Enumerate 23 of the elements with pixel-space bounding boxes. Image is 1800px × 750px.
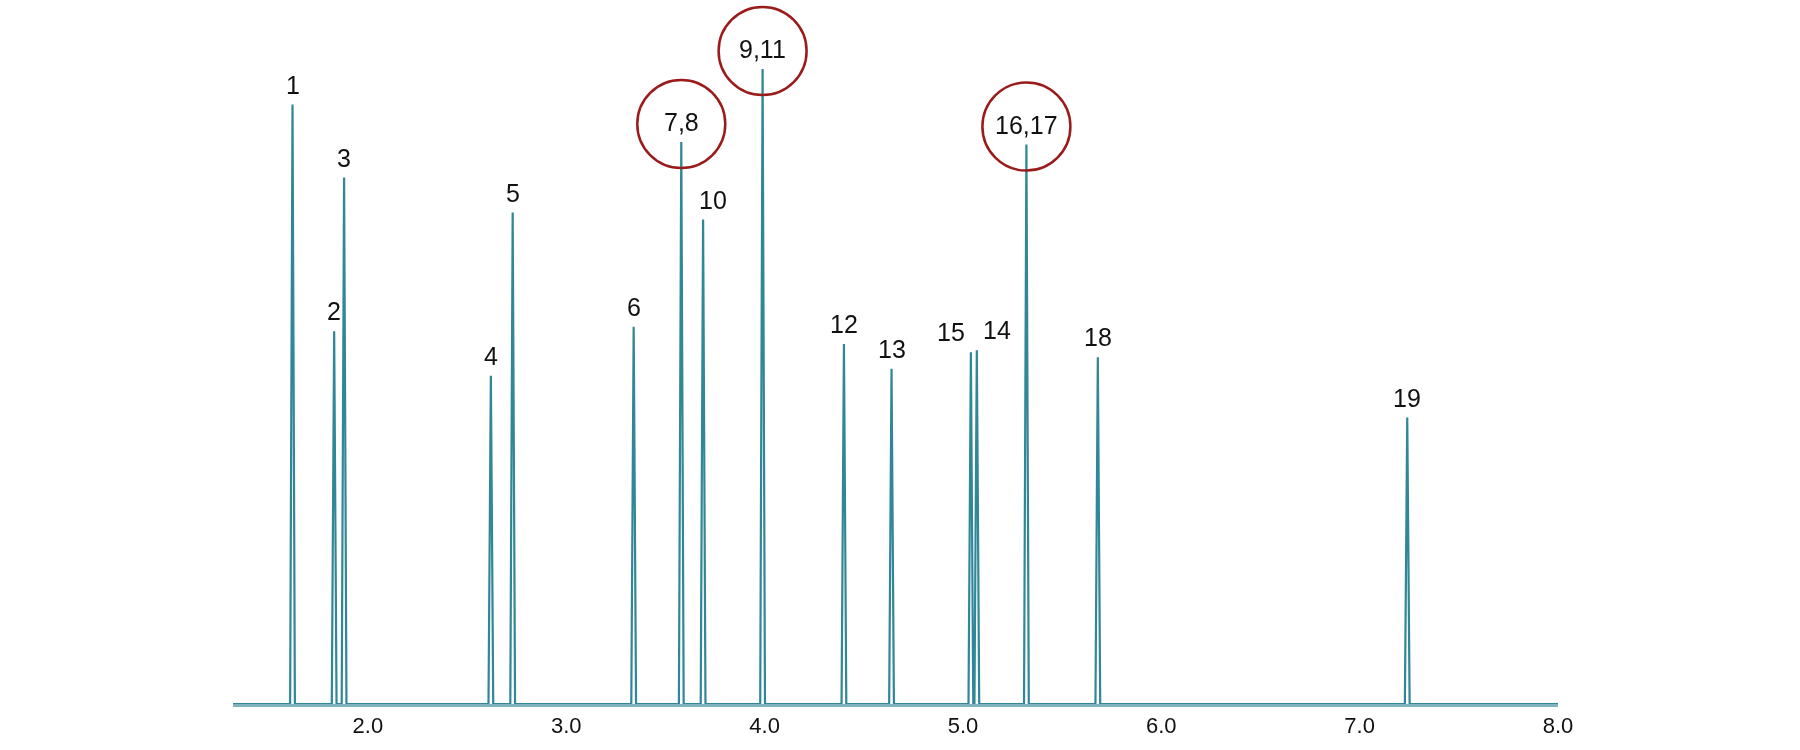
annotation: 15: [937, 318, 965, 346]
annotation: 10: [699, 186, 727, 214]
x-tick-label: 7.0: [1344, 713, 1375, 739]
annotation: 16,17: [995, 111, 1058, 139]
x-tick-label: 5.0: [947, 713, 979, 739]
annotation: 19: [1393, 384, 1421, 412]
annotation: 12: [830, 310, 858, 338]
annotation: 6: [627, 293, 641, 321]
annotation: 18: [1084, 323, 1112, 351]
annotation: 14: [983, 316, 1011, 344]
annotation: 3: [337, 144, 351, 172]
annotation: 9,11: [739, 35, 786, 63]
annotation: 1: [286, 71, 300, 99]
annotation: 2: [327, 297, 341, 325]
annotation: 5: [506, 179, 520, 207]
annotation: 4: [484, 342, 498, 370]
x-tick-label: 2.0: [352, 713, 384, 739]
x-tick-label: 8.0: [1542, 713, 1574, 739]
x-tick-label: 4.0: [749, 713, 780, 739]
x-tick-label: 6.0: [1145, 713, 1177, 739]
annotation: 7,8: [664, 108, 699, 136]
x-tick-label: 3.0: [550, 713, 582, 739]
annotation: 13: [878, 335, 906, 363]
